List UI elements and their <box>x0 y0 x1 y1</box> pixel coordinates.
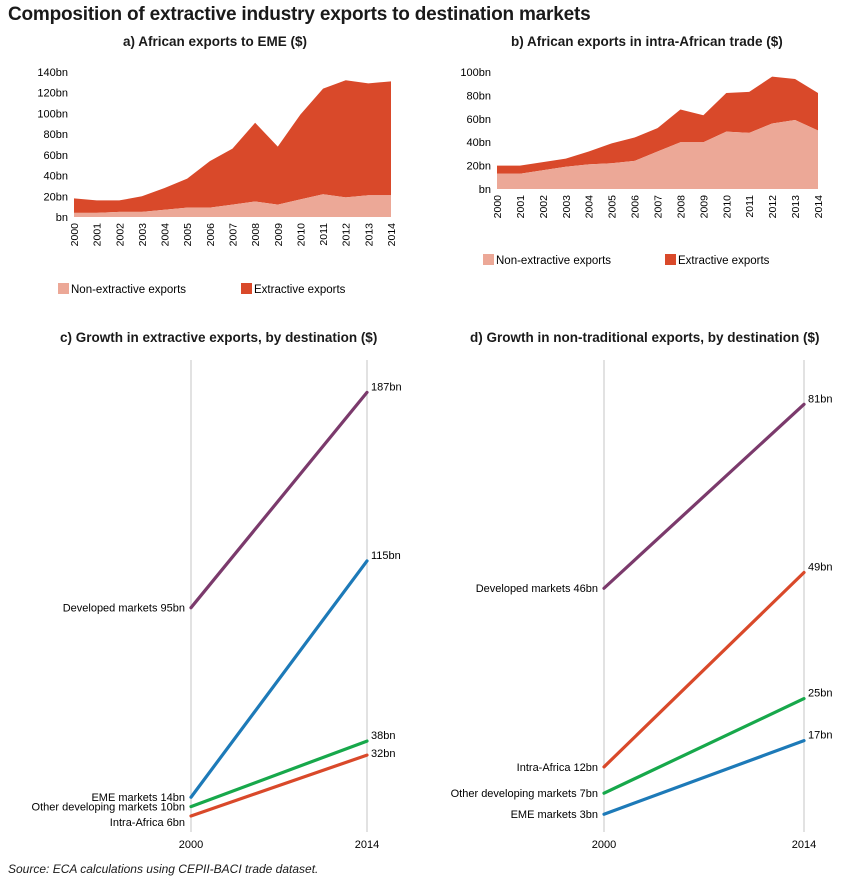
x-tick-label: 2013 <box>363 223 375 247</box>
x-tick-label: 2005 <box>182 223 194 247</box>
x-tick-label: 2009 <box>273 223 285 247</box>
x-tick-label: 2014 <box>355 839 379 851</box>
y-tick-label: 80bn <box>467 90 491 102</box>
x-tick-label: 2000 <box>69 223 81 247</box>
x-tick-label: 2011 <box>744 195 756 218</box>
chart-c-title: c) Growth in extractive exports, by dest… <box>60 330 378 345</box>
x-tick-label: 2000 <box>179 839 203 851</box>
source-note: Source: ECA calculations using CEPII-BAC… <box>8 862 319 876</box>
series-label-end-intra_africa: 32bn <box>371 748 395 760</box>
legend-swatch-non-extractive <box>58 283 69 294</box>
series-label-start-other_developing: Other developing markets 10bn <box>32 802 185 814</box>
x-tick-label: 2003 <box>137 223 149 247</box>
y-tick-label: 20bn <box>467 161 491 173</box>
series-line-other_developing <box>189 739 369 809</box>
legend-label-non-extractive: Non-extractive exports <box>496 255 611 267</box>
x-tick-label: 2009 <box>698 195 710 219</box>
area-non-extractive-exports <box>497 119 818 189</box>
x-tick-label: 2011 <box>318 223 330 246</box>
series-line-developed <box>189 390 369 610</box>
area-extractive-exports <box>74 80 391 213</box>
series-label-end-other_developing: 38bn <box>371 730 395 742</box>
x-tick-label: 2007 <box>228 223 240 247</box>
x-tick-label: 2013 <box>790 195 802 219</box>
y-tick-label: 40bn <box>467 137 491 149</box>
chart-b-title: b) African exports in intra-African trad… <box>511 34 783 49</box>
series-label-start-eme: EME markets 3bn <box>511 809 598 821</box>
y-tick-label: 20bn <box>44 191 68 203</box>
legend-swatch-extractive <box>665 254 676 265</box>
series-label-start-developed: Developed markets 95bn <box>63 603 185 615</box>
series-line-developed <box>602 402 806 590</box>
series-label-end-intra_africa: 49bn <box>808 561 832 573</box>
page-title: Composition of extractive industry expor… <box>8 4 591 25</box>
x-tick-label: 2004 <box>160 223 172 247</box>
y-tick-label: 100bn <box>460 67 491 79</box>
x-tick-label: 2008 <box>250 223 262 247</box>
series-line-eme <box>189 559 369 799</box>
series-label-start-intra_africa: Intra-Africa 12bn <box>517 762 598 774</box>
area-non-extractive-exports <box>74 194 391 217</box>
x-tick-label: 2008 <box>675 195 687 219</box>
series-label-start-intra_africa: Intra-Africa 6bn <box>110 817 185 829</box>
y-tick-label: 140bn <box>37 67 68 79</box>
chart-c-plot: Developed markets 95bn 187bn EME markets 1… <box>32 360 402 851</box>
x-tick-label: 2001 <box>515 195 527 219</box>
series-label-start-other_developing: Other developing markets 7bn <box>451 788 598 800</box>
x-tick-label: 2010 <box>295 223 307 247</box>
y-tick-label: 60bn <box>44 150 68 162</box>
x-tick-label: 2012 <box>767 195 779 219</box>
x-tick-label: 2002 <box>114 223 126 247</box>
x-tick-label: 2006 <box>630 195 642 219</box>
series-line-other_developing <box>602 697 806 795</box>
x-tick-label: 2012 <box>341 223 353 247</box>
y-tick-label: 100bn <box>37 108 68 120</box>
legend-swatch-extractive <box>241 283 252 294</box>
series-line-intra_africa <box>602 570 806 769</box>
x-tick-label: 2007 <box>653 195 665 219</box>
x-tick-label: 2014 <box>386 223 398 247</box>
x-tick-label: 2010 <box>721 195 733 219</box>
series-line-eme <box>602 739 806 816</box>
series-label-end-other_developing: 25bn <box>808 688 832 700</box>
series-label-end-eme: 115bn <box>371 550 401 562</box>
x-tick-label: 2003 <box>561 195 573 219</box>
y-tick-label: 80bn <box>44 129 68 141</box>
x-tick-label: 2014 <box>792 839 816 851</box>
series-line-intra_africa <box>189 753 369 818</box>
y-tick-label: bn <box>479 184 491 196</box>
series-label-end-developed: 81bn <box>808 393 832 405</box>
legend-label-extractive: Extractive exports <box>254 284 346 296</box>
x-tick-label: 2005 <box>607 195 619 219</box>
x-tick-label: 2000 <box>492 195 504 219</box>
series-label-start-developed: Developed markets 46bn <box>476 583 598 595</box>
chart-d-title: d) Growth in non-traditional exports, by… <box>470 330 820 345</box>
y-tick-label: 40bn <box>44 171 68 183</box>
x-tick-label: 2001 <box>92 223 104 247</box>
chart-d-plot: Developed markets 46bn 81bn Intra-Africa 1… <box>451 360 832 851</box>
x-tick-label: 2004 <box>584 195 596 219</box>
y-tick-label: 120bn <box>37 88 68 100</box>
series-label-end-developed: 187bn <box>371 381 402 393</box>
y-tick-label: 60bn <box>467 114 491 126</box>
chart-a-plot: bn 20bn 40bn 60bn 80bn 100bn 120bn 140bn 2000 200… <box>37 67 398 296</box>
series-label-end-eme: 17bn <box>808 730 832 742</box>
legend-label-extractive: Extractive exports <box>678 255 770 267</box>
x-tick-label: 2002 <box>538 195 550 219</box>
legend-swatch-non-extractive <box>483 254 494 265</box>
x-tick-label: 2006 <box>205 223 217 247</box>
y-tick-label: bn <box>56 212 68 224</box>
x-tick-label: 2014 <box>813 195 825 219</box>
chart-a-title: a) African exports to EME ($) <box>123 34 308 49</box>
x-tick-label: 2000 <box>592 839 616 851</box>
area-extractive-exports <box>497 76 818 174</box>
chart-b-plot: bn 20bn 40bn 60bn 80bn 100bn 2000 2001 2002 2003 2… <box>460 67 825 267</box>
series-label-start-eme: EME markets 14bn <box>91 792 185 804</box>
legend-label-non-extractive: Non-extractive exports <box>71 284 186 296</box>
